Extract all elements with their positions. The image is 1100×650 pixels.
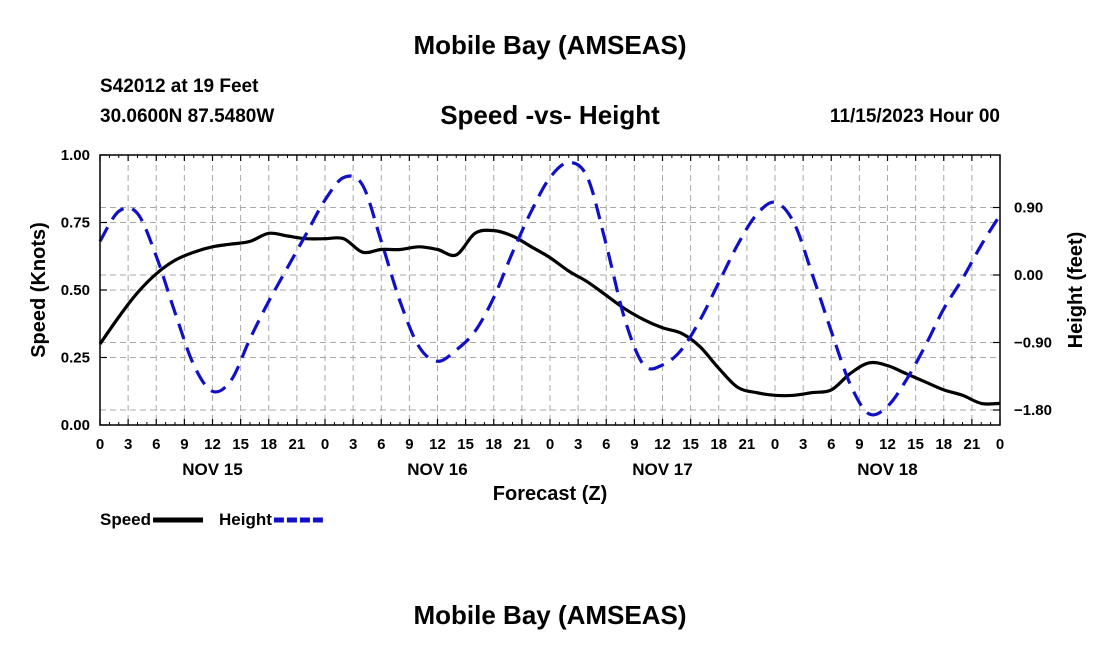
x-tick-label: 12 — [879, 436, 896, 453]
speed-height-chart: 0 3 6 9 12 15 18 21 0 3 6 9 12 15 18 21 0 3 6 9 12 15 18 21 0 3 6 9… — [28, 147, 1087, 529]
footer-title: Mobile Bay (AMSEAS) — [413, 600, 687, 630]
y-tick-label: 0.25 — [61, 350, 90, 367]
x-tick-label: 15 — [232, 436, 249, 453]
x-tick-label: 3 — [124, 436, 132, 453]
legend-label: Height — [219, 510, 272, 529]
x-tick-label: 0 — [996, 436, 1004, 453]
y2-tick-label: 0.90 — [1014, 200, 1043, 217]
series-layer — [98, 160, 1002, 417]
x-tick-label: 3 — [574, 436, 582, 453]
x-tick-label: 12 — [204, 436, 221, 453]
chart-title: Speed -vs- Height — [440, 100, 660, 130]
day-label: NOV 18 — [857, 460, 917, 479]
x-tick-label: 0 — [321, 436, 329, 453]
x-tick-label: 9 — [630, 436, 638, 453]
y-tick-label: 0.75 — [61, 215, 90, 232]
y-tick-label: 0.50 — [61, 282, 90, 299]
coordinates-label: 30.0600N 87.5480W — [100, 106, 275, 127]
x-tick-label: 18 — [485, 436, 502, 453]
y2-axis-label: Height (feet) — [1065, 232, 1087, 349]
x-tick-label: 15 — [907, 436, 924, 453]
x-tick-label: 0 — [771, 436, 779, 453]
day-label: NOV 17 — [632, 460, 692, 479]
x-tick-label: 6 — [152, 436, 160, 453]
x-tick-label: 15 — [682, 436, 699, 453]
y-tick-label: 1.00 — [61, 147, 90, 164]
x-tick-label: 6 — [827, 436, 835, 453]
x-tick-label: 3 — [799, 436, 807, 453]
y2-tick-label: −1.80 — [1014, 402, 1052, 419]
station-label: S42012 at 19 Feet — [100, 76, 259, 97]
x-tick-label: 9 — [405, 436, 413, 453]
x-tick-label: 21 — [289, 436, 306, 453]
legend: Speed Height — [100, 510, 324, 529]
series-line-height — [98, 160, 1002, 417]
x-tick-label: 6 — [377, 436, 385, 453]
x-tick-label: 18 — [260, 436, 277, 453]
grid-lines — [100, 155, 1000, 425]
x-tick-label: 12 — [429, 436, 446, 453]
legend-label: Speed — [100, 510, 151, 529]
y-tick-label: 0.00 — [61, 417, 90, 434]
main-title: Mobile Bay (AMSEAS) — [413, 30, 687, 60]
x-tick-label: 21 — [514, 436, 531, 453]
day-label: NOV 16 — [407, 460, 467, 479]
x-tick-label: 3 — [349, 436, 357, 453]
x-tick-label: 0 — [96, 436, 104, 453]
x-tick-label: 9 — [180, 436, 188, 453]
x-tick-label: 6 — [602, 436, 610, 453]
x-tick-label: 15 — [457, 436, 474, 453]
x-tick-label: 18 — [935, 436, 952, 453]
x-tick-label: 12 — [654, 436, 671, 453]
axes-layer: 0 3 6 9 12 15 18 21 0 3 6 9 12 15 18 21 0 3 6 9 12 15 18 21 0 3 6 9… — [61, 147, 1052, 479]
x-axis-label: Forecast (Z) — [493, 483, 607, 505]
series-line-speed — [98, 228, 1001, 406]
x-tick-label: 21 — [964, 436, 981, 453]
forecast-datetime: 11/15/2023 Hour 00 — [829, 106, 1000, 127]
y2-tick-label: 0.00 — [1014, 267, 1043, 284]
x-tick-label: 21 — [739, 436, 756, 453]
y-axis-label: Speed (Knots) — [28, 222, 50, 358]
x-tick-label: 18 — [710, 436, 727, 453]
x-tick-label: 9 — [855, 436, 863, 453]
day-label: NOV 15 — [182, 460, 242, 479]
y2-tick-label: −0.90 — [1014, 335, 1052, 352]
x-tick-label: 0 — [546, 436, 554, 453]
